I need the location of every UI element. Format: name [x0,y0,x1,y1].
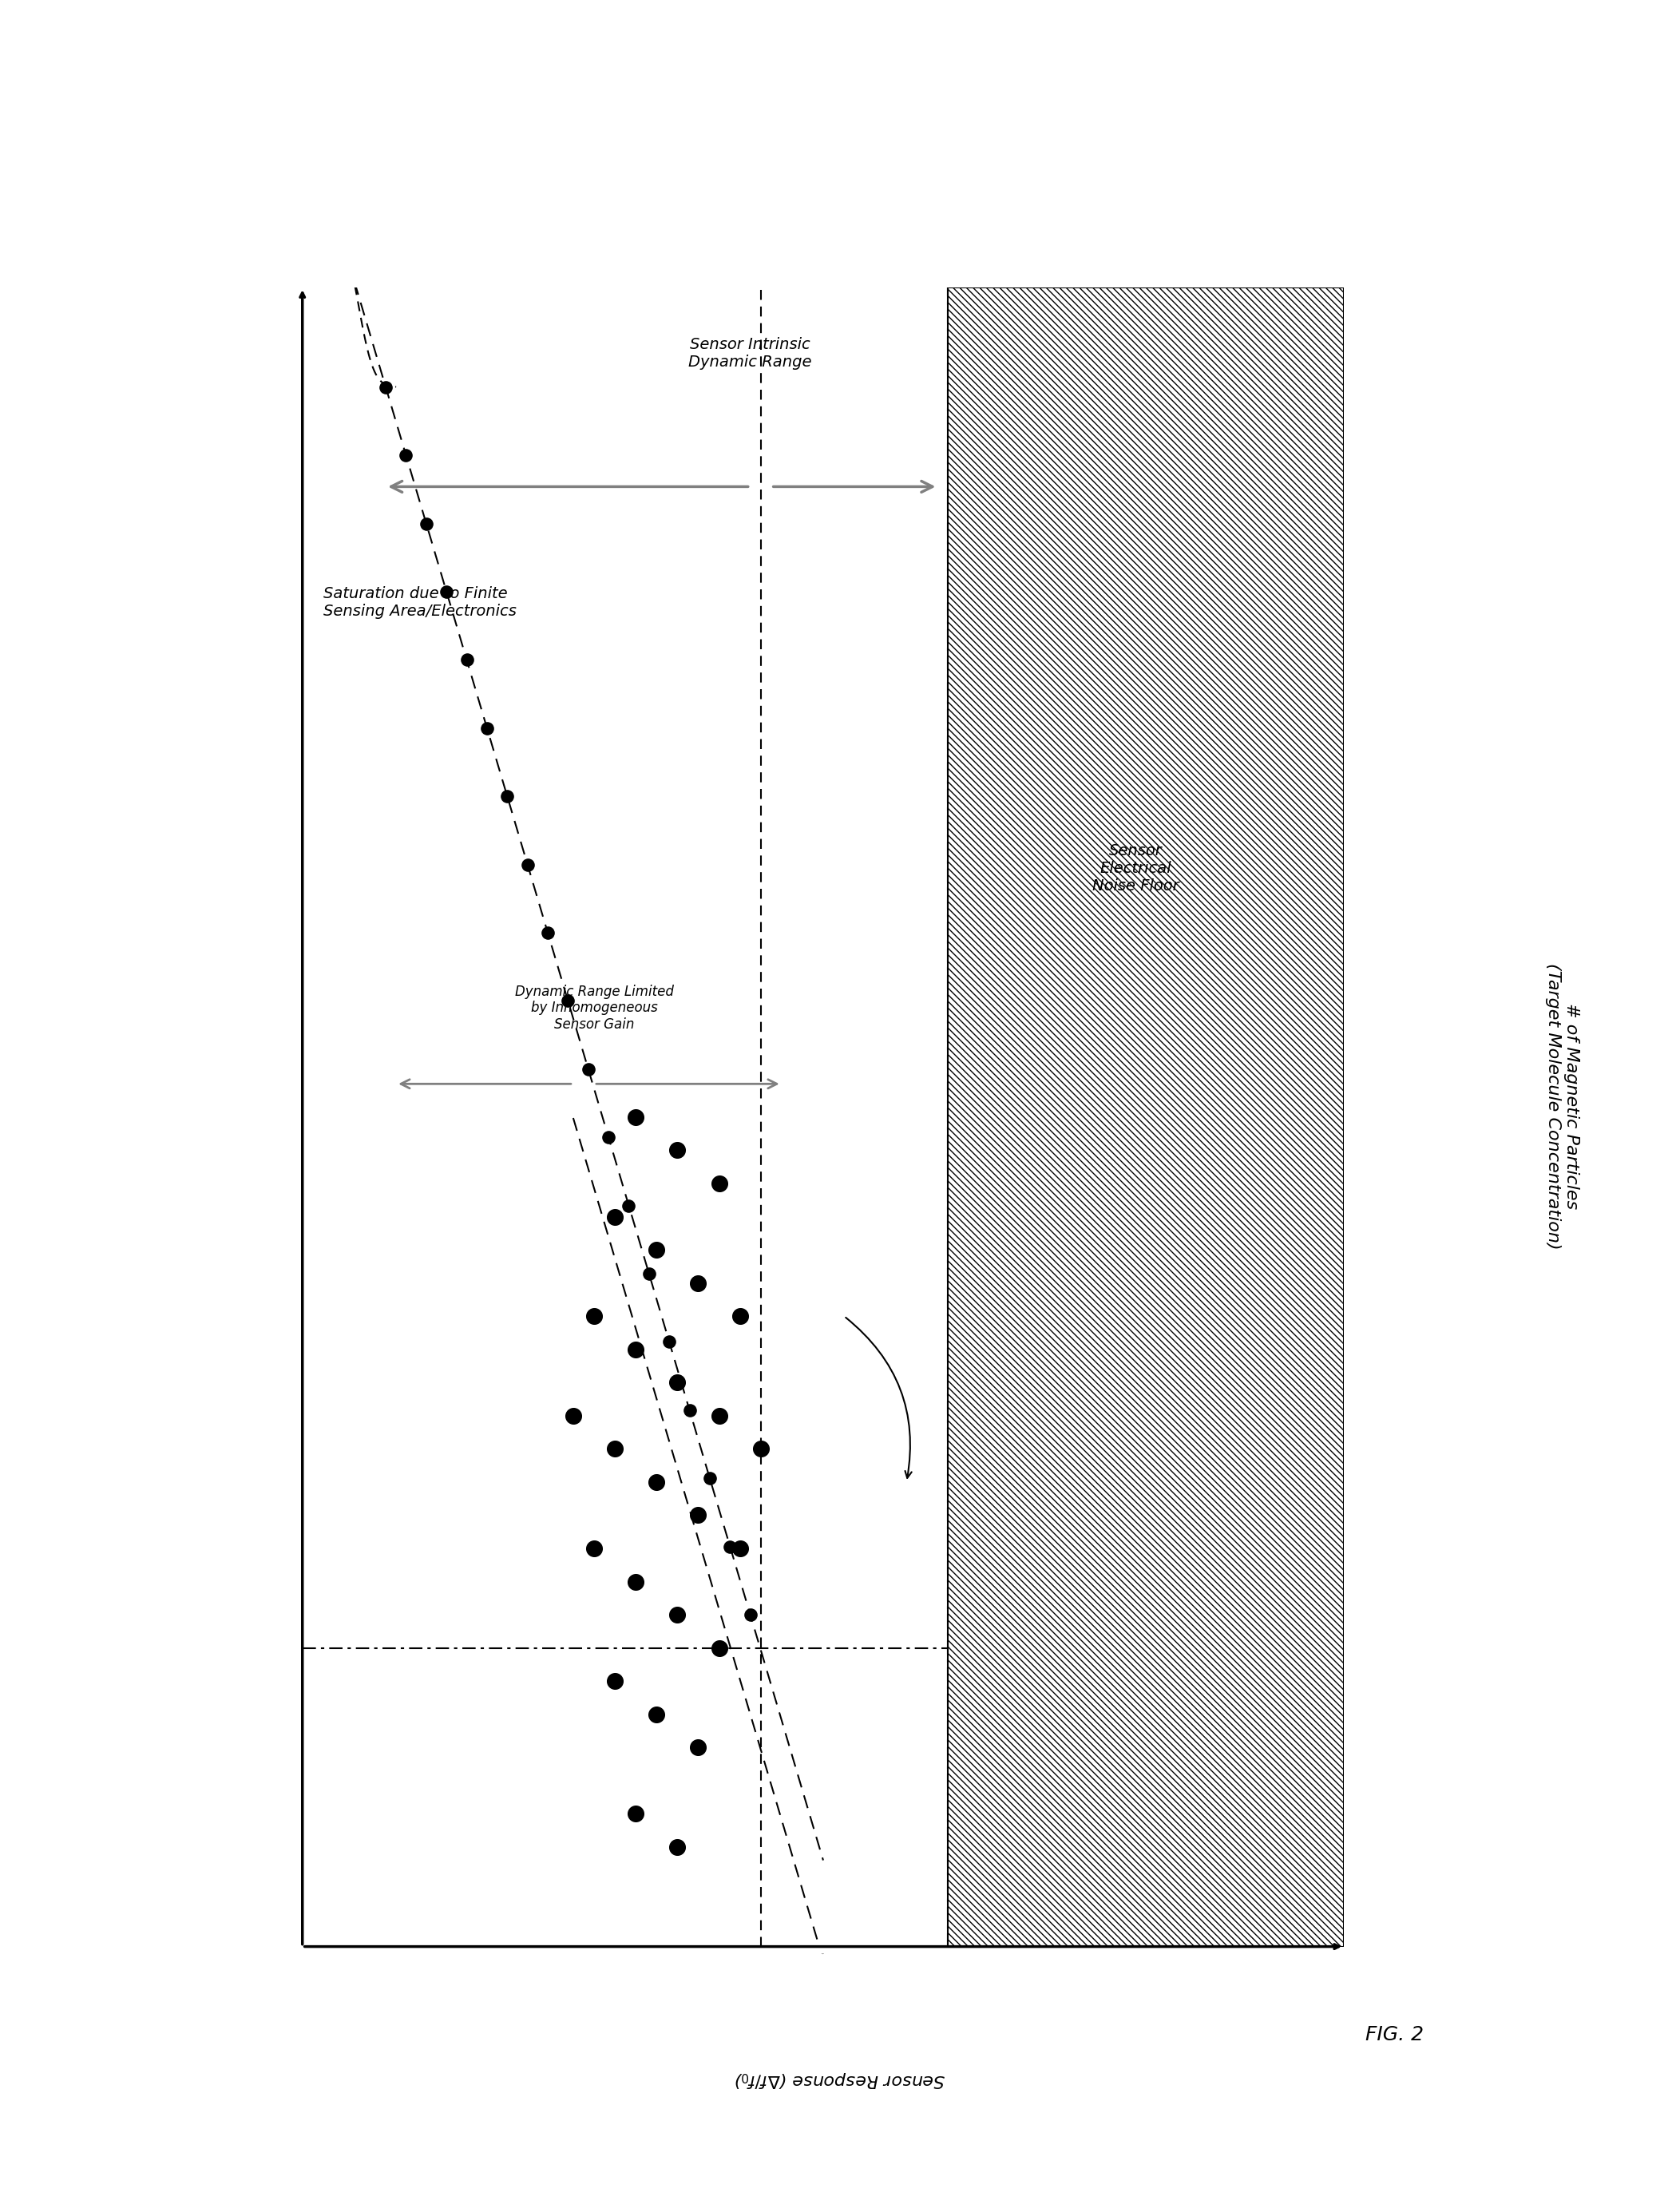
Point [514,847,541,883]
Point [696,1460,722,1495]
Text: Sensor Intrinsic
Dynamic Range: Sensor Intrinsic Dynamic Range [689,338,811,369]
Point [706,1398,732,1433]
Point [413,507,440,542]
Point [393,438,420,473]
Point [601,1199,628,1234]
Point [581,1531,608,1566]
Point [726,1298,753,1334]
Point [622,1796,648,1832]
Point [685,1730,712,1765]
Point [664,1829,690,1865]
Point [373,369,400,405]
Point [643,1464,670,1500]
X-axis label: $\Delta f/f_0$: $\Delta f/f_0$ [822,1951,825,1955]
Point [534,916,561,951]
Point [655,1325,682,1360]
Point [706,1630,732,1666]
Point [454,641,480,677]
Text: Sensor
Electrical
Noise Floor: Sensor Electrical Noise Floor [1092,843,1179,894]
Point [664,1133,690,1168]
Point [554,984,581,1020]
Text: FIG. 2: FIG. 2 [1366,2026,1423,2044]
Point [622,1099,648,1135]
Point [559,1398,586,1433]
Point [494,779,521,814]
Point [675,1394,702,1429]
Point [622,1332,648,1367]
Point [643,1697,670,1732]
Bar [948,288,1344,1947]
Text: Dynamic Range Limited
by Inhomogeneous
Sensor Gain: Dynamic Range Limited by Inhomogeneous S… [514,984,674,1033]
Text: # of Magnetic Particles
(Target Molecule Concentration): # of Magnetic Particles (Target Molecule… [1546,962,1579,1250]
Point [615,1188,642,1223]
Point [433,573,460,608]
Point [474,710,501,745]
Point [748,1431,774,1467]
Point [635,1256,662,1292]
Point [685,1265,712,1301]
Point [717,1528,744,1564]
Point [643,1232,670,1267]
Point [595,1119,622,1155]
Point [622,1564,648,1599]
Text: Saturation due to Finite
Sensing Area/Electronics: Saturation due to Finite Sensing Area/El… [323,586,516,619]
Point [601,1431,628,1467]
Point [575,1051,601,1086]
Text: Sensor Response ($\Delta f/f_0$): Sensor Response ($\Delta f/f_0$) [734,2070,946,2088]
Point [664,1365,690,1400]
Point [601,1663,628,1699]
Point [706,1166,732,1201]
Point [726,1531,753,1566]
Point [738,1597,764,1632]
Point [664,1597,690,1632]
Point [685,1498,712,1533]
Point [581,1298,608,1334]
